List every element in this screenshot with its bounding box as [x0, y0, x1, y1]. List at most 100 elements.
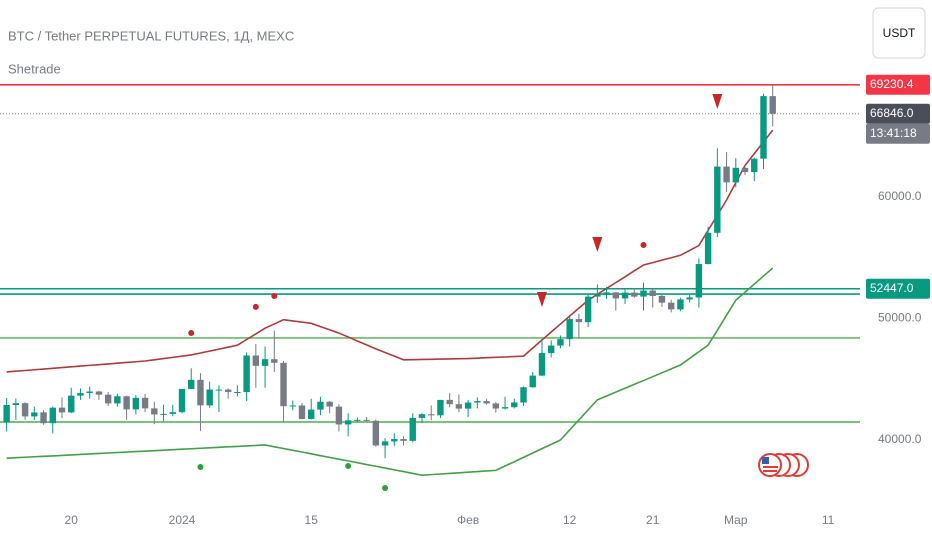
- overlay: 20 2024 15 Фев 12 21 Мар 11 40000.0 50000.0 60000.…: [65, 74, 930, 527]
- candle-body: [631, 292, 638, 297]
- candle-body: [409, 417, 416, 441]
- x-tick-label: 21: [646, 513, 660, 527]
- x-tick-label: 15: [305, 513, 319, 527]
- x-tick-label: 2024: [169, 513, 196, 527]
- candle-body: [86, 391, 93, 394]
- candle-body: [557, 339, 564, 346]
- candle-body: [3, 404, 10, 423]
- candle-body: [584, 296, 592, 323]
- candle-body: [132, 397, 140, 410]
- candle-body: [178, 388, 186, 413]
- candle-body: [418, 414, 426, 418]
- candle-body: [658, 296, 666, 303]
- x-tick-label: 20: [65, 513, 79, 527]
- signal-triangle: [712, 93, 723, 109]
- signal-dot: [640, 241, 647, 248]
- signal-dot: [271, 293, 278, 300]
- y-tick-label: 40000.0: [878, 432, 922, 446]
- candle-body: [391, 439, 398, 442]
- candle-body: [123, 396, 130, 410]
- candle-body: [538, 353, 546, 376]
- candle-body: [381, 441, 389, 446]
- x-tick-label: Фев: [457, 513, 479, 527]
- candle-body: [298, 405, 306, 419]
- level-price-box: [866, 74, 930, 95]
- candle-body: [612, 292, 620, 299]
- level-price-box: [866, 278, 930, 299]
- candle-body: [548, 345, 555, 354]
- chart-subtitle: Shetrade: [8, 61, 61, 76]
- candle-body: [31, 412, 38, 417]
- candle-body: [566, 319, 573, 340]
- signal-dot: [197, 463, 204, 470]
- x-tick-label: 11: [822, 513, 835, 527]
- currency-button-label[interactable]: USDT: [883, 26, 916, 40]
- event-icons: [758, 453, 809, 477]
- candle-body: [344, 420, 352, 425]
- candle-body: [326, 401, 333, 407]
- signal-triangle: [592, 236, 603, 252]
- indicator-line: [6, 129, 774, 373]
- level-price-label: 52447.0: [870, 281, 914, 295]
- candle-body: [769, 96, 776, 114]
- candle-body: [455, 404, 463, 409]
- candle-body: [511, 402, 518, 408]
- candle-body: [520, 387, 527, 403]
- candle-body: [464, 402, 472, 409]
- x-tick-label: Мар: [724, 513, 748, 527]
- event-icon-flag: [762, 457, 769, 464]
- countdown-box: [866, 123, 930, 144]
- candle-body: [335, 406, 343, 425]
- candle-body: [686, 297, 693, 300]
- candle-body: [446, 399, 453, 405]
- candle-body: [197, 379, 204, 406]
- candle-body: [68, 395, 75, 413]
- candle-body: [492, 403, 500, 409]
- candle-body: [104, 394, 112, 404]
- candle-body: [95, 391, 103, 395]
- candle-body: [372, 420, 380, 446]
- candle-body: [649, 290, 656, 297]
- candle-body: [58, 407, 66, 413]
- candle-body: [12, 403, 20, 405]
- candle-body: [667, 302, 675, 310]
- candle-body: [114, 396, 121, 404]
- candle-body: [603, 292, 610, 295]
- candle-body: [677, 299, 684, 310]
- candle-body: [529, 375, 536, 388]
- candle-body: [317, 401, 324, 410]
- candle-body: [261, 359, 269, 366]
- candle-body: [363, 419, 370, 421]
- currency-button-frame[interactable]: [872, 7, 926, 59]
- last-price-box: [866, 103, 930, 124]
- candle-body: [354, 419, 361, 421]
- indicator-line: [6, 267, 774, 477]
- candle-body: [234, 391, 241, 393]
- signal-triangle: [536, 292, 547, 308]
- candle-body: [714, 166, 721, 233]
- candle-body: [575, 319, 583, 323]
- candle-body: [428, 414, 435, 416]
- candle-body: [40, 412, 47, 424]
- candle-body: [77, 393, 84, 396]
- candle-body: [594, 294, 601, 297]
- candle-body: [308, 409, 315, 419]
- candle-body: [501, 407, 509, 409]
- last-price-label: 66846.0: [870, 106, 914, 120]
- chart-title: BTC / Tether PERPETUAL FUTURES, 1Д, MEXC: [8, 28, 294, 43]
- candle-body: [224, 389, 232, 392]
- plot-area: [0, 84, 860, 491]
- signal-dot: [382, 484, 389, 491]
- candle-body: [621, 292, 629, 299]
- x-tick-label: 12: [563, 513, 577, 527]
- candle-body: [160, 413, 167, 415]
- candle-body: [151, 408, 158, 415]
- candle-body: [695, 264, 703, 298]
- signal-dot: [252, 303, 259, 310]
- candle-body: [732, 167, 739, 183]
- candle-body: [243, 355, 250, 392]
- currency-button[interactable]: USDT: [872, 7, 926, 59]
- candle-body: [474, 401, 481, 403]
